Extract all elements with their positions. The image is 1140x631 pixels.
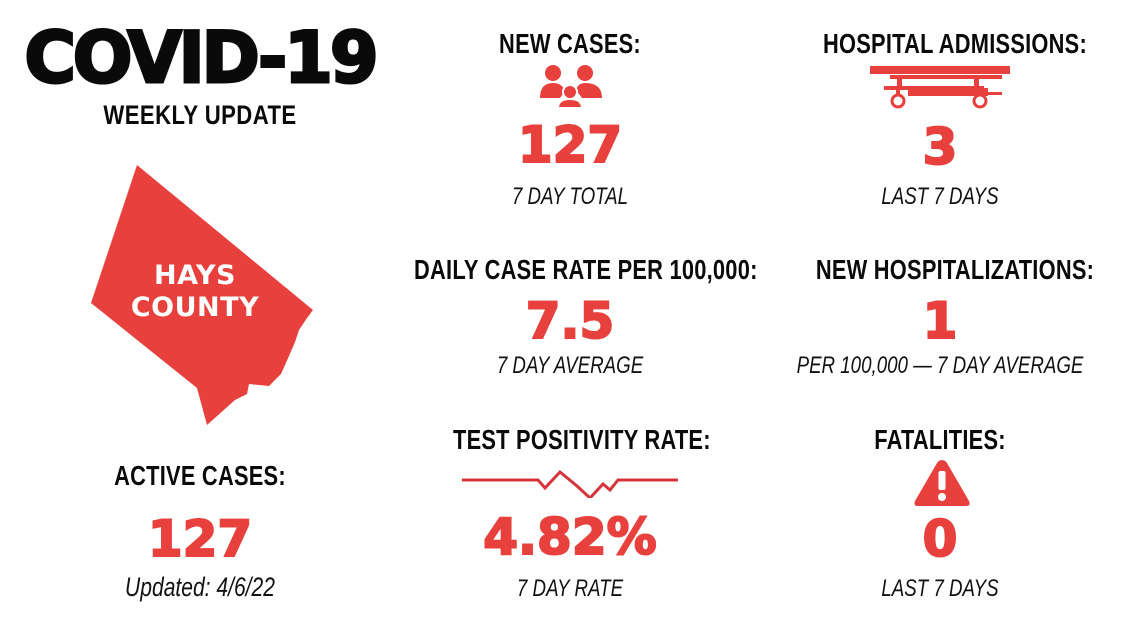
new-cases-label: NEW CASES:: [499, 28, 641, 59]
test-positivity-value: 4.82%: [482, 508, 657, 566]
county-name-line1: HAYS: [154, 260, 236, 291]
page-subtitle: WEEKLY UPDATE: [103, 100, 297, 130]
fatalities-caption: LAST 7 DAYS: [881, 575, 999, 602]
hospital-admissions-value: 3: [922, 118, 959, 176]
fatalities-label: FATALITIES:: [874, 424, 1006, 455]
daily-case-rate-value: 7.5: [525, 292, 616, 350]
county-map-icon: [91, 165, 313, 425]
new-cases-value: 127: [517, 116, 623, 174]
fatalities-value: 0: [922, 510, 959, 568]
people-group-icon: [538, 64, 604, 109]
test-positivity-label: TEST POSITIVITY RATE:: [453, 424, 711, 455]
active-cases-updated: Updated: 4/6/22: [125, 572, 275, 602]
new-hospitalizations-value: 1: [922, 292, 959, 350]
hospital-admissions-label: HOSPITAL ADMISSIONS:: [823, 28, 1087, 59]
daily-case-rate-label: DAILY CASE RATE PER 100,000:: [414, 254, 758, 285]
county-name-line2: COUNTY: [130, 292, 260, 323]
hospital-admissions-caption: LAST 7 DAYS: [881, 183, 999, 210]
new-cases-caption: 7 DAY TOTAL: [511, 183, 629, 210]
test-positivity-caption: 7 DAY RATE: [516, 575, 624, 602]
daily-case-rate-caption: 7 DAY AVERAGE: [496, 352, 644, 379]
zigzag-line-icon: [460, 468, 680, 501]
new-hospitalizations-label: NEW HOSPITALIZATIONS:: [815, 254, 1095, 285]
page-title: COVID-19: [23, 16, 380, 101]
county-name: HAYS COUNTY: [125, 260, 265, 324]
county-map: HAYS COUNTY: [85, 160, 325, 430]
active-cases-label: ACTIVE CASES:: [114, 460, 286, 491]
warning-triangle-icon: [912, 458, 972, 508]
new-hospitalizations-caption: PER 100,000 — 7 DAY AVERAGE: [796, 352, 1084, 379]
hospital-gurney-icon: [870, 66, 1015, 111]
active-cases-value: 127: [147, 510, 253, 568]
